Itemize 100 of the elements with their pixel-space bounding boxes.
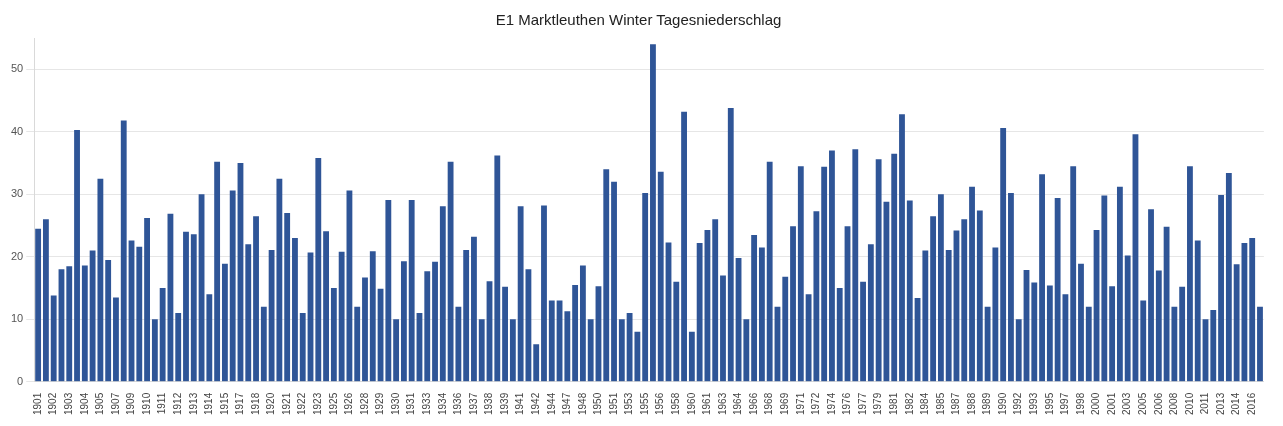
bar [1031, 282, 1038, 382]
bar [502, 286, 508, 382]
x-tick-label: 1905 [94, 392, 106, 415]
bar [471, 236, 477, 382]
x-tick-label: 2016 [1245, 392, 1257, 415]
bar [424, 271, 431, 382]
bar [432, 261, 438, 382]
bar [712, 219, 719, 382]
x-tick-label: 1942 [529, 392, 541, 415]
bar [1070, 166, 1077, 382]
bar [190, 234, 197, 382]
x-tick-label: 1947 [561, 392, 573, 415]
bar [81, 265, 88, 382]
bar [221, 263, 228, 382]
bar [906, 200, 913, 382]
bar [50, 295, 57, 382]
bar [1109, 286, 1116, 382]
x-tick-label: 1985 [934, 392, 946, 415]
bar [976, 210, 983, 382]
bar [1039, 174, 1045, 382]
y-tick-label: 30 [10, 187, 24, 200]
bar [253, 216, 259, 382]
x-tick-label: 1914 [203, 392, 215, 415]
x-tick-label: 2014 [1230, 392, 1242, 415]
x-tick-label: 2003 [1121, 392, 1133, 415]
x-tick-label: 1968 [763, 392, 775, 415]
bar [517, 206, 524, 382]
bar [245, 244, 252, 382]
x-tick-label: 2010 [1183, 392, 1195, 415]
bar [151, 319, 158, 382]
x-tick-label: 1979 [872, 392, 884, 415]
bar [299, 313, 306, 382]
bar [782, 276, 789, 382]
bar [35, 228, 42, 382]
bar [681, 111, 687, 382]
bar [720, 275, 726, 382]
x-tick-label: 1971 [794, 392, 806, 415]
bar [611, 181, 617, 382]
x-tick-label: 2006 [1152, 392, 1164, 415]
x-tick-label: 1995 [1043, 392, 1055, 415]
bar [751, 234, 758, 382]
bar [688, 331, 695, 382]
bar [836, 288, 843, 382]
x-tick-label: 1936 [452, 392, 464, 415]
x-tick-label: 1961 [701, 392, 713, 415]
bar [1210, 309, 1217, 382]
x-tick-label: 1934 [436, 392, 448, 415]
x-tick-label: 1990 [996, 392, 1008, 415]
x-tick-label: 1918 [249, 392, 261, 415]
bar [105, 259, 112, 382]
bar [463, 249, 470, 382]
bar [1000, 128, 1007, 382]
bar [1046, 285, 1053, 382]
x-tick-label: 1923 [312, 392, 324, 415]
bar [1257, 306, 1263, 382]
bar [144, 218, 150, 382]
x-tick-label: 1969 [779, 392, 790, 415]
x-tick-label: 1925 [327, 392, 339, 415]
bar [564, 311, 571, 382]
x-tick-label: 1915 [218, 392, 230, 415]
x-tick-label: 1958 [670, 392, 682, 415]
bar [362, 277, 368, 382]
x-tick-label: 1964 [732, 392, 744, 415]
x-tick-label: 1911 [156, 392, 168, 415]
bar [860, 281, 866, 382]
x-tick-label: 1929 [374, 392, 386, 415]
bar [867, 244, 874, 382]
bar [696, 243, 703, 382]
bar [642, 193, 649, 382]
x-tick-label: 1917 [234, 392, 246, 415]
bar [1054, 198, 1061, 382]
x-tick-label: 1920 [265, 392, 277, 415]
bar [548, 300, 555, 382]
bar [120, 120, 127, 382]
bar [790, 226, 796, 382]
bar [541, 205, 547, 382]
x-tick-label: 2000 [1090, 392, 1102, 415]
x-tick-label: 1992 [1012, 392, 1024, 415]
bar [1085, 306, 1092, 382]
bar [1249, 238, 1256, 382]
bar [74, 129, 80, 382]
x-tick-label: 1963 [716, 392, 728, 415]
bar [260, 306, 267, 382]
bar [821, 166, 828, 382]
x-tick-label: 1903 [63, 392, 75, 415]
bar [969, 186, 975, 382]
x-tick-label: 1982 [903, 392, 915, 415]
bar [292, 238, 298, 382]
x-tick-label: 1913 [187, 392, 199, 415]
x-tick-label: 2005 [1136, 392, 1148, 415]
bar [1116, 186, 1123, 382]
bar [330, 288, 337, 382]
y-tick-label: 40 [10, 124, 24, 137]
x-tick-label: 1966 [747, 392, 759, 415]
x-tick-label: 1998 [1074, 392, 1086, 415]
x-tick-label: 1912 [171, 392, 183, 415]
bar [42, 219, 49, 382]
x-tick-label: 1989 [981, 392, 993, 415]
bar [1155, 270, 1162, 382]
bar [408, 199, 415, 382]
